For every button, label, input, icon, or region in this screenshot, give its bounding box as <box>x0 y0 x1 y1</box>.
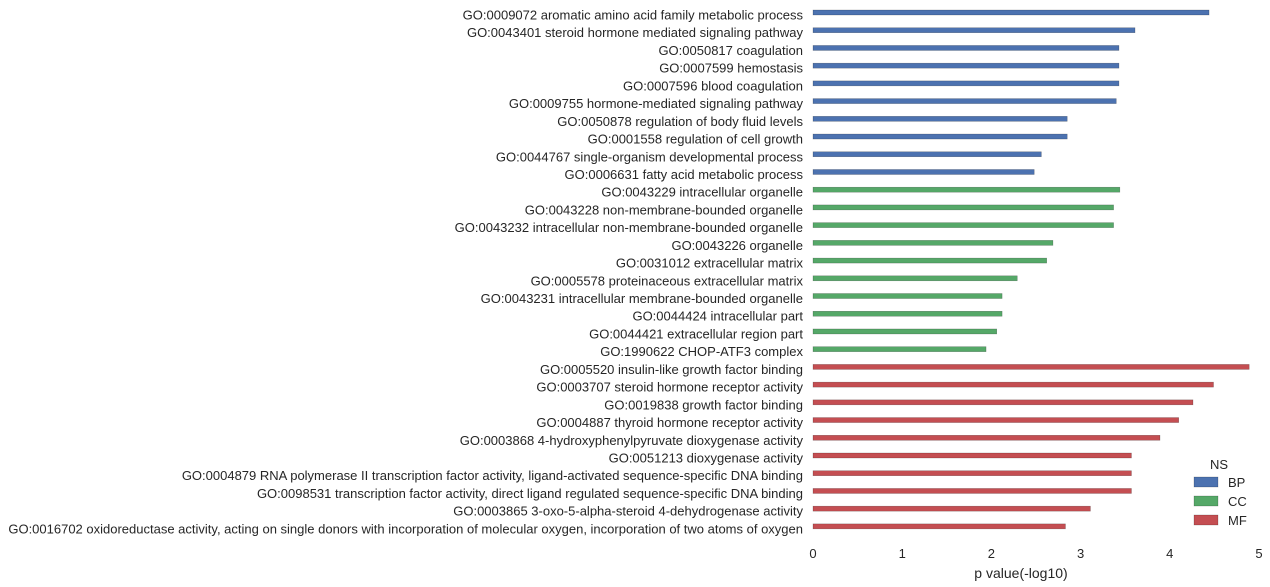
bar <box>812 98 1117 104</box>
x-axis-ticks: 0 1 2 3 4 5 <box>809 546 1262 561</box>
x-tick-label: 1 <box>899 546 906 561</box>
bar <box>812 222 1114 228</box>
bar <box>812 169 1035 175</box>
category-label: GO:0006631 fatty acid metabolic process <box>565 167 804 182</box>
category-label: GO:0007599 hemostasis <box>659 61 803 76</box>
category-label: GO:0019838 growth factor binding <box>604 397 803 412</box>
category-label: GO:0044424 intracellular part <box>632 309 803 324</box>
bar <box>812 9 1210 16</box>
category-label: GO:0009072 aromatic amino acid family me… <box>463 8 804 23</box>
legend-label: CC <box>1228 494 1247 509</box>
bar <box>812 275 1018 282</box>
category-label: GO:0043401 steroid hormone mediated sign… <box>467 25 804 40</box>
legend-label: BP <box>1228 475 1245 490</box>
bar <box>812 80 1120 87</box>
category-label: GO:0043231 intracellular membrane-bounde… <box>481 291 803 306</box>
legend-title: NS <box>1210 457 1228 472</box>
bar <box>812 186 1121 193</box>
category-label: GO:0005520 insulin-like growth factor bi… <box>540 362 803 377</box>
category-label: GO:0005578 proteinaceous extracellular m… <box>531 273 804 288</box>
bars-layer <box>812 9 1250 530</box>
bar <box>812 133 1068 140</box>
category-label: GO:0098531 transcription factor activity… <box>257 486 803 501</box>
category-label: GO:0050817 coagulation <box>658 43 803 58</box>
category-label: GO:0007596 blood coagulation <box>623 78 803 93</box>
category-label: GO:1990622 CHOP-ATF3 complex <box>600 344 803 359</box>
x-tick-label: 4 <box>1166 546 1173 561</box>
x-tick-label: 5 <box>1255 546 1262 561</box>
legend-swatch <box>1193 476 1219 488</box>
category-label: GO:0050878 regulation of body fluid leve… <box>557 114 803 129</box>
bar <box>812 470 1132 476</box>
bar <box>812 364 1250 370</box>
category-label: GO:0051213 dioxygenase activity <box>609 451 804 466</box>
bar <box>812 417 1179 423</box>
category-label: GO:0043232 intracellular non-membrane-bo… <box>455 220 803 235</box>
bar <box>812 151 1042 158</box>
x-tick-label: 2 <box>988 546 995 561</box>
bar <box>812 488 1132 494</box>
category-label: GO:0016702 oxidoreductase activity, acti… <box>8 521 803 536</box>
x-axis-label: p value(-log10) <box>974 565 1067 581</box>
category-label: GO:0043228 non-membrane-bounded organell… <box>525 202 803 217</box>
bar <box>812 310 1003 317</box>
bar <box>812 27 1136 33</box>
legend-label: MF <box>1228 513 1247 528</box>
bar <box>812 452 1132 459</box>
legend-swatch <box>1193 495 1219 507</box>
bar <box>812 62 1120 69</box>
category-label: GO:0003865 3-oxo-5-alpha-steroid 4-dehyd… <box>453 504 803 519</box>
category-labels: GO:0009072 aromatic amino acid family me… <box>8 8 803 537</box>
bar <box>812 435 1161 441</box>
bar <box>812 381 1214 388</box>
category-label: GO:0003868 4-hydroxyphenylpyruvate dioxy… <box>460 433 804 448</box>
category-label: GO:0031012 extracellular matrix <box>616 256 804 271</box>
bar <box>812 293 1003 299</box>
bar <box>812 328 997 335</box>
bar <box>812 257 1047 264</box>
bar <box>812 204 1114 211</box>
category-label: GO:0004887 thyroid hormone receptor acti… <box>536 415 803 430</box>
category-label: GO:0043226 organelle <box>671 238 803 253</box>
category-label: GO:0001558 regulation of cell growth <box>588 132 803 147</box>
bar <box>812 399 1194 406</box>
category-label: GO:0003707 steroid hormone receptor acti… <box>536 380 803 395</box>
bar <box>812 45 1120 51</box>
bar <box>812 523 1066 530</box>
x-tick-label: 0 <box>809 546 816 561</box>
category-label: GO:0004879 RNA polymerase II transcripti… <box>182 468 803 483</box>
category-label: GO:0044421 extracellular region part <box>589 326 803 341</box>
x-tick-label: 3 <box>1077 546 1084 561</box>
legend-swatch <box>1193 514 1219 526</box>
category-label: GO:0043229 intracellular organelle <box>601 185 803 200</box>
legend: NS BP CC MF <box>1193 457 1247 528</box>
bar <box>812 505 1091 512</box>
category-label: GO:0009755 hormone-mediated signaling pa… <box>509 96 804 111</box>
bar <box>812 116 1068 122</box>
category-label: GO:0044767 single-organism developmental… <box>496 149 804 164</box>
bar <box>812 346 987 352</box>
bar <box>812 240 1054 246</box>
